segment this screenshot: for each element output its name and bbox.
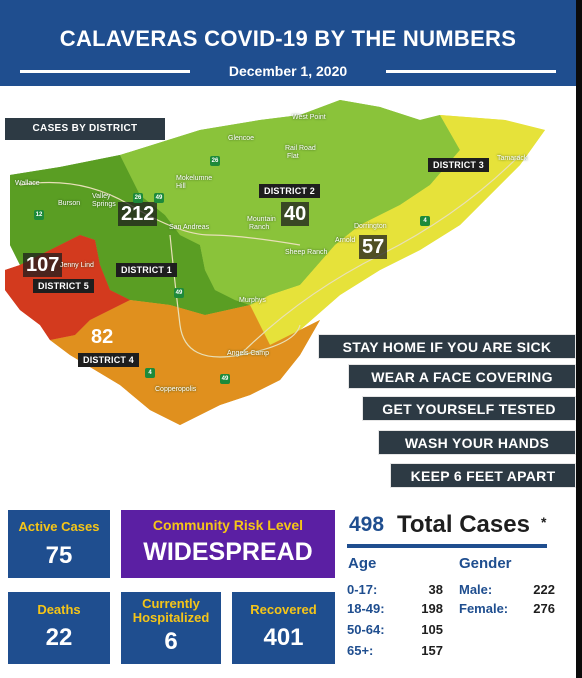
road-line [19, 181, 301, 246]
highway-shield-icon: 4 [420, 216, 430, 226]
place-label: Mountain [247, 216, 276, 223]
age-range: 65+: [347, 643, 374, 658]
district-2-tag: DISTRICT 2 [259, 184, 321, 198]
highway-shield-icon: 26 [210, 156, 220, 166]
hospitalized-label-2: Hospitalized [132, 610, 210, 625]
place-label: Glencoe [228, 135, 255, 142]
community-risk-box: Community Risk Level WIDESPREAD [121, 510, 335, 578]
place-label: Ranch [249, 224, 270, 231]
gender-count: 276 [533, 601, 555, 616]
tip-six-feet: KEEP 6 FEET APART [390, 463, 576, 488]
place-label: Arnold [335, 237, 356, 244]
district-4-cases: 82 [91, 326, 114, 348]
cases-by-district-label: CASES BY DISTRICT [5, 118, 165, 140]
place-label: Dorrington [354, 223, 387, 230]
date-rule-left [20, 70, 190, 73]
total-cases-asterisk: * [541, 514, 547, 530]
age-count: 198 [421, 601, 443, 616]
age-range: 18-49: [347, 601, 385, 616]
place-label: Rail Road [285, 145, 316, 152]
place-label: Murphys [239, 297, 266, 304]
place-label: San Andreas [169, 224, 210, 231]
gender-header: Gender [459, 555, 512, 572]
district-3-cases: 57 [359, 235, 388, 259]
place-label: Springs [92, 201, 116, 208]
district-5-tag: DISTRICT 5 [33, 279, 95, 293]
deaths-value: 22 [45, 624, 73, 651]
deaths-box: Deaths 22 [8, 592, 110, 664]
highway-shield-icon: 26 [133, 193, 143, 203]
risk-level-label: Community Risk Level [152, 517, 304, 533]
place-label: Flat [287, 153, 299, 160]
place-label: Wallace [15, 180, 40, 187]
tip-get-tested: GET YOURSELF TESTED [362, 396, 576, 421]
recovered-label: Recovered [250, 602, 317, 617]
header-banner: CALAVERAS COVID-19 BY THE NUMBERS Decemb… [0, 0, 576, 86]
highway-shield-icon: 49 [174, 288, 184, 298]
place-label: Tamarack [497, 155, 528, 162]
district-1-cases: 212 [118, 202, 158, 226]
date-rule-right [386, 70, 556, 73]
recovered-value: 401 [263, 624, 304, 651]
highway-shield-icon: 49 [220, 374, 230, 384]
place-label: Hill [176, 183, 186, 190]
age-count: 105 [421, 622, 443, 637]
place-label: Angels Camp [227, 350, 270, 357]
hospitalized-box: Currently Hospitalized 6 [121, 592, 221, 664]
place-label: West Point [292, 114, 326, 121]
recovered-box: Recovered 401 [232, 592, 335, 664]
totals-divider [347, 544, 547, 548]
date-line: December 1, 2020 [0, 63, 576, 81]
district-5-cases: 107 [23, 253, 63, 277]
place-label: Burson [58, 200, 81, 207]
road-line [169, 234, 301, 358]
highway-shield-icon: 4 [145, 368, 155, 378]
district-1-tag: DISTRICT 1 [116, 263, 178, 277]
total-cases-count: 498 [349, 513, 385, 536]
page-title: CALAVERAS COVID-19 BY THE NUMBERS [59, 26, 517, 51]
district-4-tag: DISTRICT 4 [78, 353, 140, 367]
active-cases-label: Active Cases [18, 519, 100, 534]
highway-shield-icon: 12 [34, 210, 44, 220]
place-label: Sheep Ranch [285, 249, 328, 256]
place-label: Mokelumne [176, 175, 213, 182]
tip-face-covering: WEAR A FACE COVERING [348, 364, 576, 389]
district-2-cases: 40 [281, 202, 310, 226]
hospitalized-value: 6 [164, 628, 178, 655]
gender-count: 222 [533, 582, 555, 597]
age-header: Age [348, 555, 377, 572]
tip-stay-home: STAY HOME IF YOU ARE SICK [318, 334, 576, 359]
district-map: CASES BY DISTRICT 212 DISTRICT 1 40 DIST… [0, 95, 576, 515]
highway-shield-icon: 49 [154, 193, 164, 203]
active-cases-value: 75 [45, 542, 73, 569]
gender-label: Male: [459, 582, 493, 597]
report-date-text: December 1, 2020 [222, 63, 354, 79]
tip-wash-hands: WASH YOUR HANDS [378, 430, 576, 455]
age-range: 50-64: [347, 622, 385, 637]
hospitalized-label-1: Currently [142, 596, 200, 611]
risk-level-value: WIDESPREAD [143, 538, 313, 566]
age-count: 157 [421, 643, 443, 658]
total-cases-label: Total Cases [397, 511, 530, 538]
place-label: Jenny Lind [60, 262, 94, 269]
place-label: Copperopolis [155, 386, 197, 393]
active-cases-box: Active Cases 75 [8, 510, 110, 578]
report-date: December 1, 2020 [0, 63, 576, 79]
district-3-tag: DISTRICT 3 [428, 158, 490, 172]
age-range: 0-17: [347, 582, 378, 597]
right-border [576, 0, 582, 678]
age-count: 38 [428, 582, 443, 597]
place-label: Valley [92, 193, 111, 200]
gender-label: Female: [459, 601, 509, 616]
deaths-label: Deaths [37, 602, 81, 617]
